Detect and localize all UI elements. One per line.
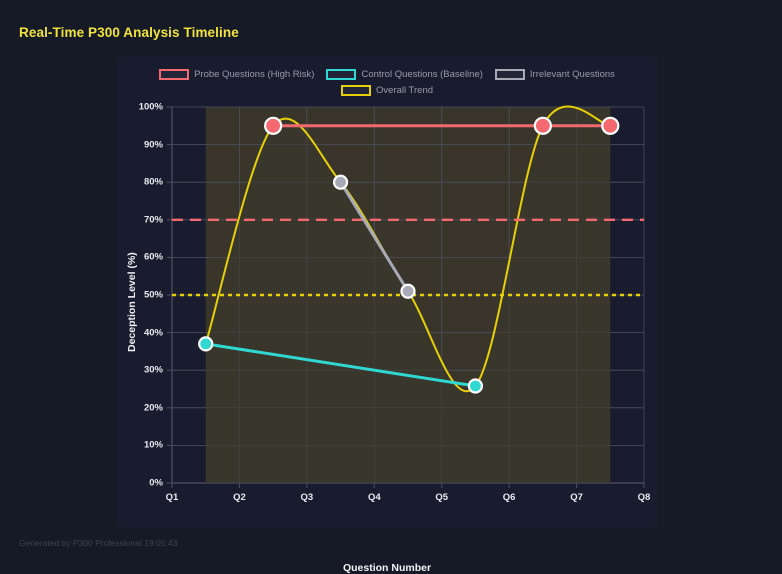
x-tick-label: Q3 bbox=[300, 492, 314, 503]
legend-trend[interactable]: Overall Trend bbox=[340, 83, 434, 98]
data-point-control[interactable] bbox=[467, 378, 484, 394]
plot-svg bbox=[167, 105, 645, 488]
data-point-probe[interactable] bbox=[601, 116, 620, 135]
legend-probe-label: Probe Questions (High Risk) bbox=[194, 69, 315, 81]
series-irrelevant-line bbox=[339, 180, 410, 293]
legend-probe-swatch-icon bbox=[159, 69, 190, 81]
plot-area: 0% 10% 20% 30% 40% 50% 60% 70% 80% 90% 100% Q1 Q2 Q3 Q… bbox=[117, 57, 657, 527]
legend-control-swatch-icon bbox=[326, 69, 357, 81]
legend-trend-label: Overall Trend bbox=[375, 84, 434, 96]
legend-irrelevant[interactable]: Irrelevant Questions bbox=[494, 67, 615, 82]
y-tick-label: 40% bbox=[143, 327, 163, 339]
y-tick-label: 30% bbox=[143, 364, 163, 376]
data-point-irrelevant[interactable] bbox=[332, 174, 349, 190]
series-control-line bbox=[204, 342, 477, 388]
x-axis-label: Question Number bbox=[342, 562, 432, 574]
legend-row: Overall Trend bbox=[117, 82, 657, 97]
y-tick-label: 0% bbox=[149, 477, 163, 489]
data-point-probe[interactable] bbox=[264, 116, 283, 135]
page-title: Real-Time P300 Analysis Timeline bbox=[19, 25, 239, 40]
y-tick-label: 50% bbox=[143, 289, 163, 301]
data-point-control[interactable] bbox=[198, 336, 214, 352]
x-tick-label: Q6 bbox=[502, 492, 516, 503]
legend-trend-swatch-icon bbox=[340, 84, 371, 96]
y-tick-label: 10% bbox=[143, 439, 163, 451]
y-tick-label: 20% bbox=[143, 402, 163, 414]
x-tick-label: Q1 bbox=[165, 492, 179, 503]
legend-control-label: Control Questions (Baseline) bbox=[361, 69, 483, 81]
chart-legend: Probe Questions (High Risk) Control Quest… bbox=[117, 67, 657, 98]
x-tick-label: Q7 bbox=[570, 492, 583, 503]
legend-irrelevant-swatch-icon bbox=[494, 69, 525, 81]
y-tick-label: 70% bbox=[143, 214, 163, 226]
legend-probe[interactable]: Probe Questions (High Risk) bbox=[159, 67, 314, 82]
data-point-probe[interactable] bbox=[533, 116, 552, 135]
y-tick-label: 80% bbox=[143, 176, 163, 188]
legend-row: Probe Questions (High Risk) Control Quest… bbox=[117, 67, 657, 82]
data-point-irrelevant[interactable] bbox=[400, 283, 416, 299]
legend-control[interactable]: Control Questions (Baseline) bbox=[326, 67, 483, 82]
chart-panel: Probe Questions (High Risk) Control Quest… bbox=[117, 57, 657, 574]
y-tick-label: 60% bbox=[143, 251, 163, 263]
x-tick-label: Q8 bbox=[637, 492, 651, 503]
y-axis-label: Deception Level (%) bbox=[126, 252, 138, 352]
y-tick-label: 90% bbox=[143, 139, 163, 151]
y-tick-label: 100% bbox=[138, 101, 163, 113]
footer-status: Generated by P300 Professional 19:05:43 bbox=[19, 538, 178, 548]
x-tick-label: Q4 bbox=[367, 492, 381, 503]
x-tick-label: Q2 bbox=[233, 492, 246, 503]
legend-irrelevant-label: Irrelevant Questions bbox=[529, 69, 615, 81]
x-tick-label: Q5 bbox=[435, 492, 449, 503]
